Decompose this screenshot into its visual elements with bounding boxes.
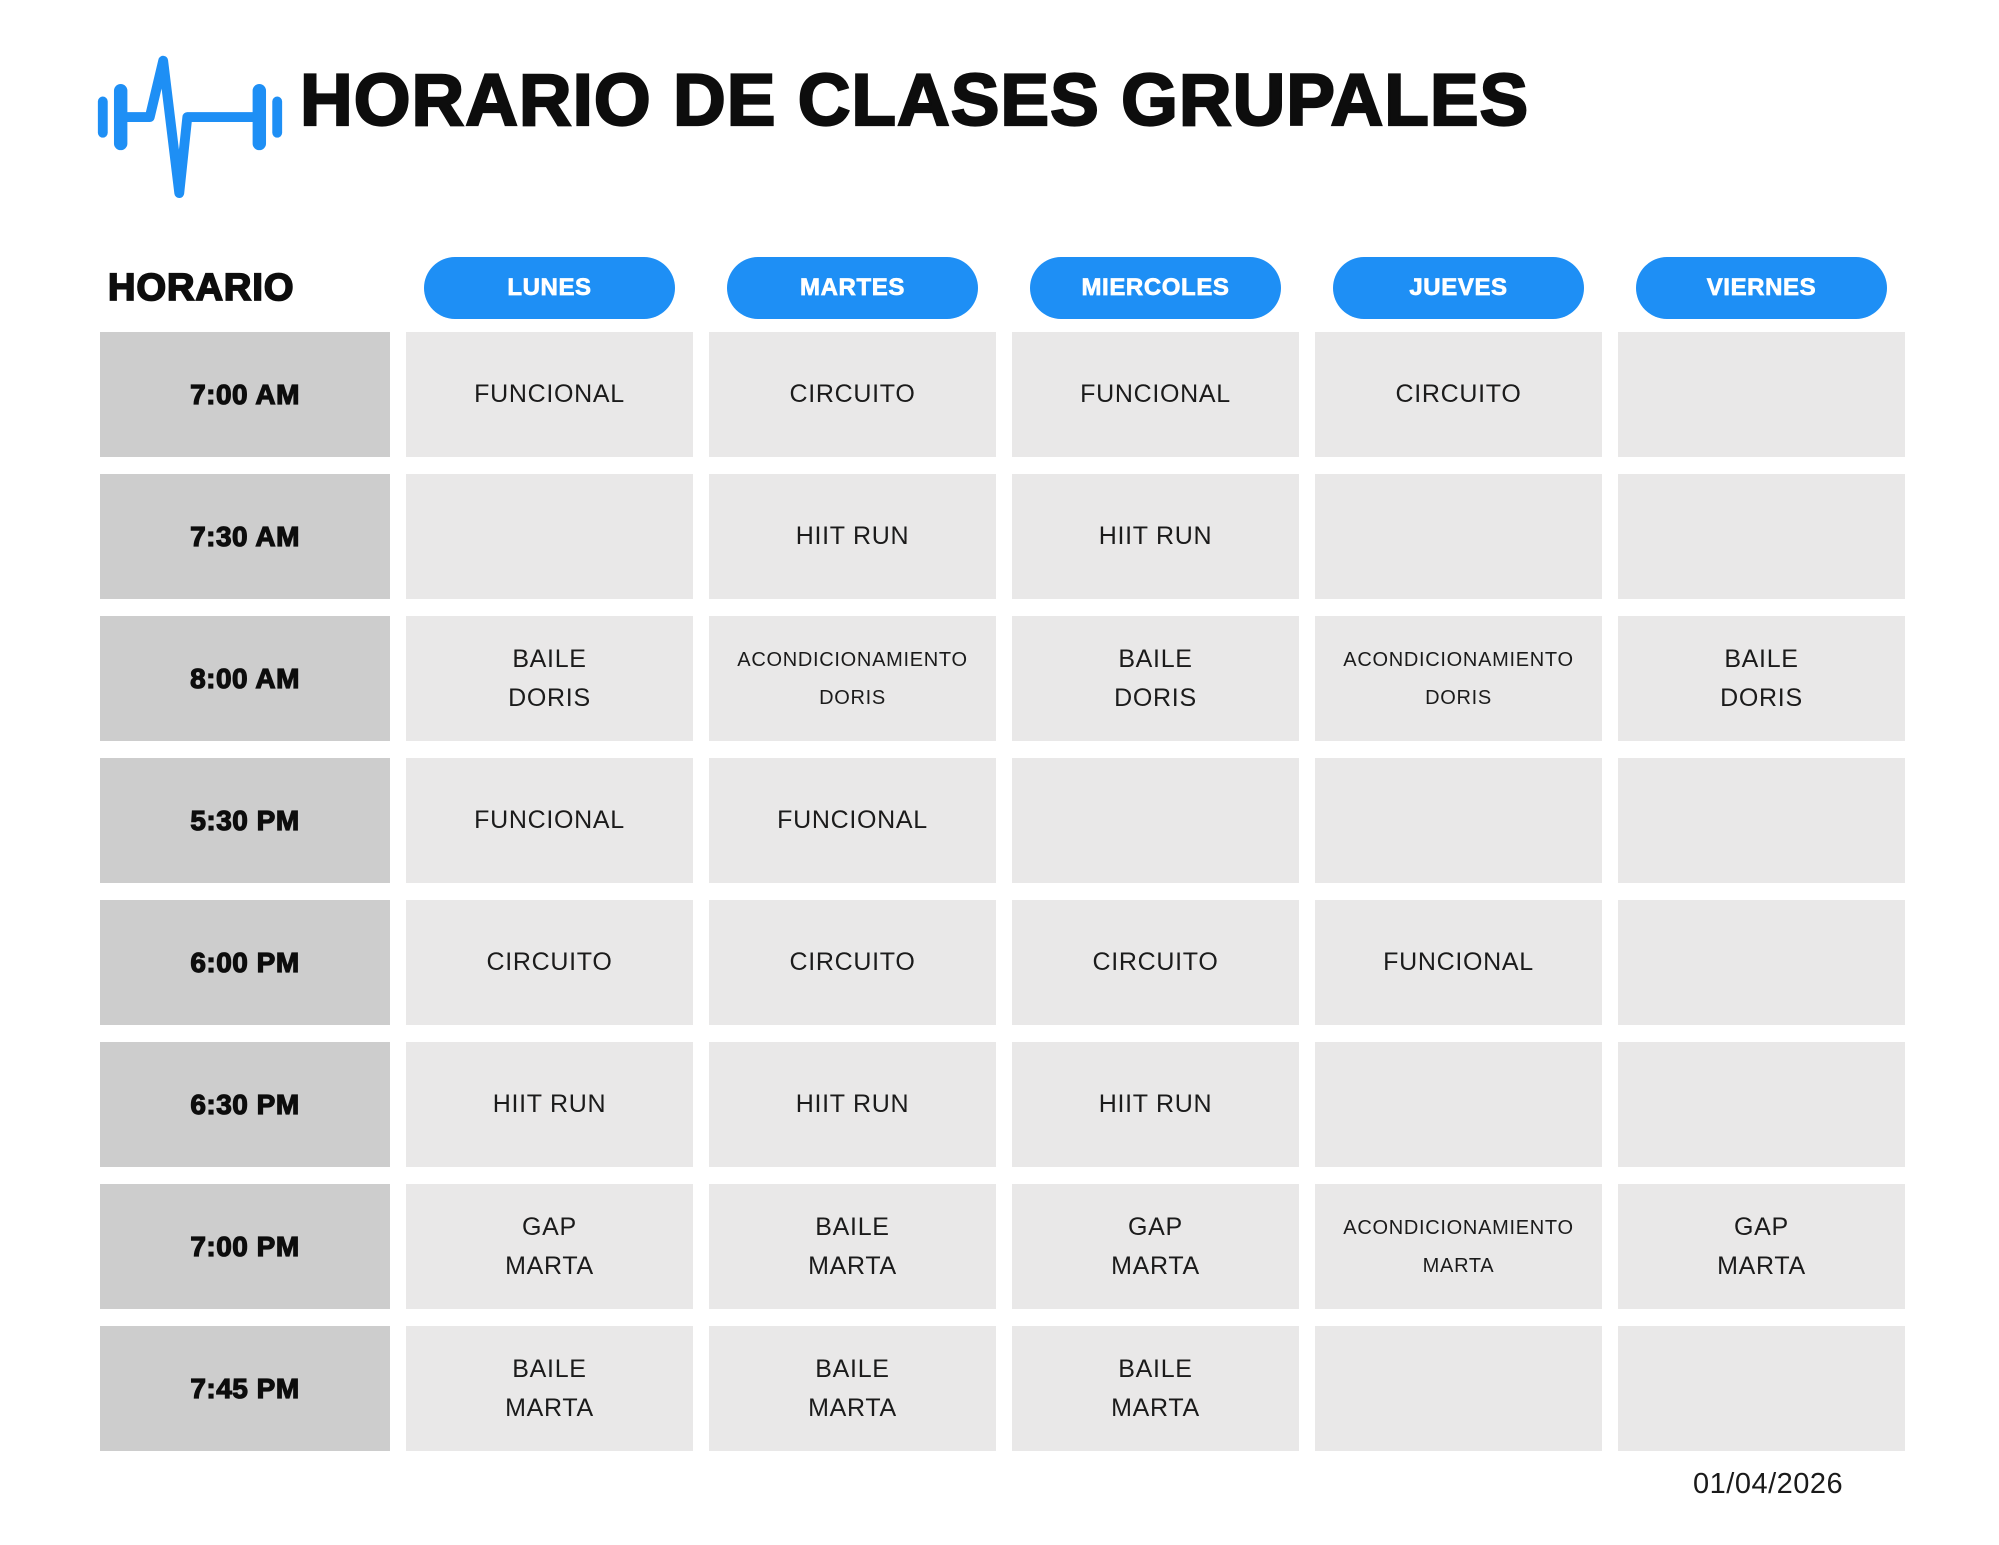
time-cell: 7:00 PM [100, 1184, 390, 1309]
day-header-jueves: JUEVES [1333, 257, 1584, 319]
class-cell: BAILE DORIS [406, 616, 693, 741]
day-header-wrap: LUNES [406, 256, 693, 320]
time-cell: 6:00 PM [100, 900, 390, 1025]
class-cell: FUNCIONAL [406, 758, 693, 883]
day-header-viernes: VIERNES [1636, 257, 1887, 319]
class-cell: BAILE DORIS [1012, 616, 1299, 741]
time-cell: 8:00 AM [100, 616, 390, 741]
class-cell: ACONDICIONAMIENTO MARTA [1315, 1184, 1602, 1309]
class-cell: HIIT RUN [709, 474, 996, 599]
class-cell [1315, 1326, 1602, 1451]
class-cell: CIRCUITO [406, 900, 693, 1025]
class-cell [1315, 758, 1602, 883]
time-column-header: HORARIO [107, 266, 295, 310]
class-cell: ACONDICIONAMIENTO DORIS [1315, 616, 1602, 741]
day-header-miercoles: MIERCOLES [1030, 257, 1281, 319]
day-header-wrap: MIERCOLES [1012, 256, 1299, 320]
class-cell [1618, 474, 1905, 599]
class-cell: BAILE MARTA [1012, 1326, 1299, 1451]
class-cell [1012, 758, 1299, 883]
schedule-grid: 7:00 AM FUNCIONAL CIRCUITO FUNCIONAL CIR… [100, 332, 1905, 1451]
class-cell: ACONDICIONAMIENTO DORIS [709, 616, 996, 741]
class-cell: CIRCUITO [709, 332, 996, 457]
class-cell: CIRCUITO [1315, 332, 1602, 457]
time-cell: 5:30 PM [100, 758, 390, 883]
class-cell [406, 474, 693, 599]
day-header-wrap: VIERNES [1618, 256, 1905, 320]
class-cell: HIIT RUN [1012, 474, 1299, 599]
class-cell: FUNCIONAL [406, 332, 693, 457]
page-title: HORARIO DE CLASES GRUPALES [299, 60, 1530, 141]
class-cell: BAILE MARTA [709, 1326, 996, 1451]
time-cell: 7:30 AM [100, 474, 390, 599]
time-cell: 6:30 PM [100, 1042, 390, 1167]
class-cell: CIRCUITO [709, 900, 996, 1025]
class-cell: GAP MARTA [406, 1184, 693, 1309]
dumbbell-pulse-icon [97, 55, 283, 199]
class-cell: HIIT RUN [406, 1042, 693, 1167]
class-cell: GAP MARTA [1618, 1184, 1905, 1309]
date-label: 01/04/2026 [1693, 1468, 1844, 1500]
class-cell: FUNCIONAL [709, 758, 996, 883]
time-cell: 7:45 PM [100, 1326, 390, 1451]
day-header-wrap: MARTES [709, 256, 996, 320]
schedule-header-row: HORARIO LUNES MARTES MIERCOLES JUEVES VI… [100, 256, 1905, 320]
class-cell [1315, 474, 1602, 599]
day-header-martes: MARTES [727, 257, 978, 319]
day-header-wrap: JUEVES [1315, 256, 1602, 320]
class-cell [1618, 1326, 1905, 1451]
class-cell: CIRCUITO [1012, 900, 1299, 1025]
class-cell: HIIT RUN [709, 1042, 996, 1167]
day-header-lunes: LUNES [424, 257, 675, 319]
class-cell: BAILE DORIS [1618, 616, 1905, 741]
class-cell [1618, 758, 1905, 883]
class-cell: BAILE MARTA [709, 1184, 996, 1309]
class-cell [1315, 1042, 1602, 1167]
class-cell: HIIT RUN [1012, 1042, 1299, 1167]
time-cell: 7:00 AM [100, 332, 390, 457]
class-cell: FUNCIONAL [1315, 900, 1602, 1025]
class-cell: BAILE MARTA [406, 1326, 693, 1451]
class-cell [1618, 332, 1905, 457]
class-cell: GAP MARTA [1012, 1184, 1299, 1309]
class-cell [1618, 900, 1905, 1025]
class-cell [1618, 1042, 1905, 1167]
class-cell: FUNCIONAL [1012, 332, 1299, 457]
